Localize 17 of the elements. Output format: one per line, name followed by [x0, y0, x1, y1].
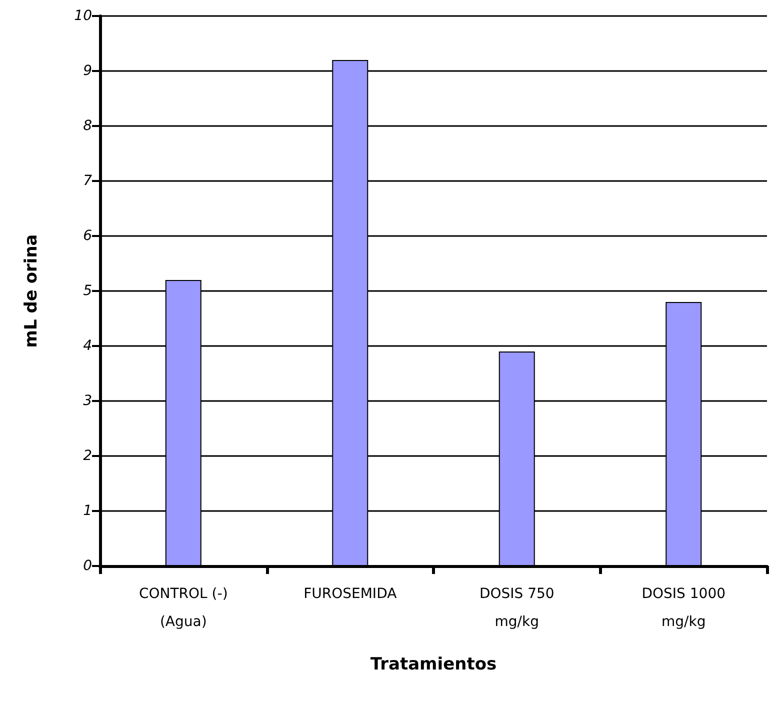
x-tick-label: DOSIS 750 mg/kg: [479, 586, 554, 630]
x-tick-label: CONTROL (-) (Agua): [138, 586, 228, 630]
y-tick-label: 8: [83, 118, 92, 134]
x-tick-label: DOSIS 1000 mg/kg: [642, 586, 726, 630]
y-tick-label: 6: [83, 228, 92, 244]
y-tick-label: 2: [83, 448, 92, 464]
y-tick-label: 10: [74, 8, 92, 24]
y-tick-label: 9: [83, 63, 92, 79]
y-tick-label: 0: [83, 558, 92, 574]
y-tick-label: 5: [83, 283, 92, 299]
y-axis-title: mL de orina: [22, 234, 42, 348]
x-axis-title: Tratamientos: [370, 654, 497, 674]
y-tick-label: 3: [83, 393, 92, 409]
x-tick-label: FUROSEMIDA: [304, 586, 398, 602]
y-tick-label: 4: [83, 338, 92, 354]
y-tick-label: 7: [83, 173, 92, 189]
y-tick-label: 1: [83, 503, 92, 519]
